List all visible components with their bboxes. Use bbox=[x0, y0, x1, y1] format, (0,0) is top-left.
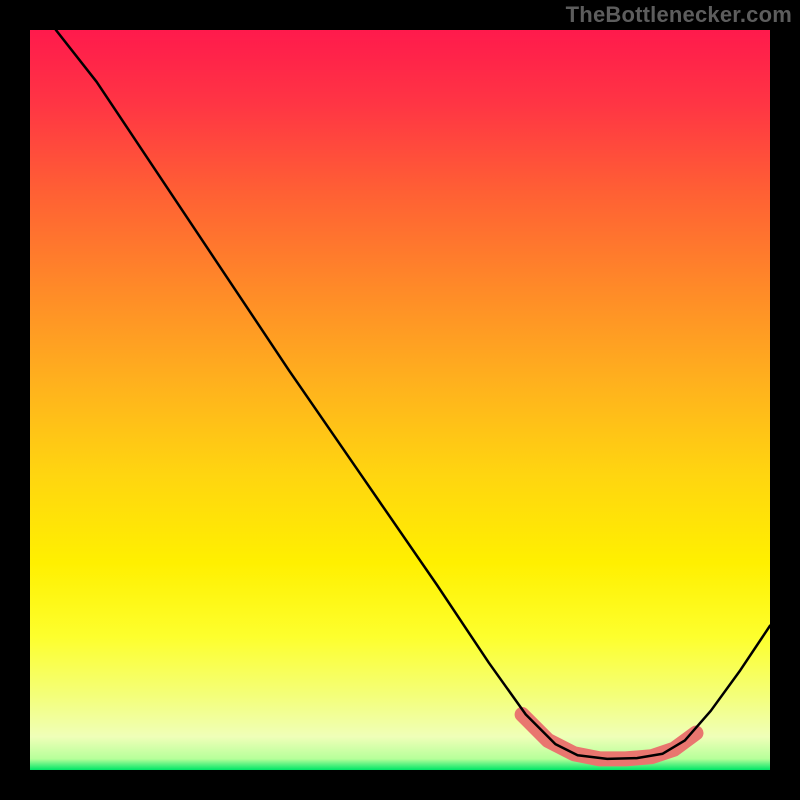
watermark-text: TheBottlenecker.com bbox=[566, 2, 792, 28]
stage: TheBottlenecker.com bbox=[0, 0, 800, 800]
plot-background bbox=[30, 30, 770, 770]
chart-svg bbox=[30, 30, 770, 770]
